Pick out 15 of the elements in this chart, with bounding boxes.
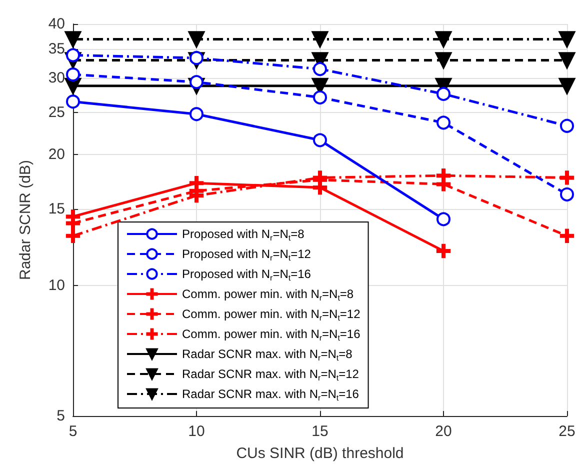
y-tick-label: 40 — [48, 16, 65, 32]
y-tick-label: 25 — [48, 104, 65, 122]
y-tick-label: 30 — [48, 70, 65, 87]
x-tick-label: 5 — [68, 423, 78, 440]
x-axis-title: CUs SINR (dB) threshold — [236, 445, 404, 462]
y-axis-title: Radar SCNR (dB) — [17, 160, 34, 280]
y-tick-label: 5 — [56, 408, 65, 424]
y-tick-label: 35 — [48, 40, 65, 58]
y-tick-label: 10 — [48, 276, 65, 294]
x-tick-label: 20 — [435, 423, 452, 440]
x-tick-label: 25 — [558, 423, 576, 440]
x-tick-label: 15 — [312, 423, 328, 440]
x-tick-label: 10 — [188, 423, 205, 440]
y-tick-label: 20 — [48, 146, 65, 164]
y-tick-label: 15 — [48, 200, 65, 218]
